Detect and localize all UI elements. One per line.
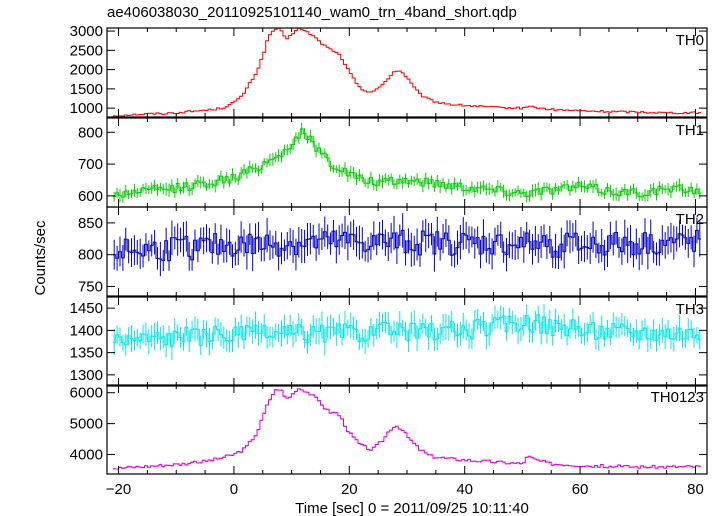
y-tick-label: 2000 [70,62,103,79]
panel-th1: 600 700 800 TH1 [78,117,708,208]
y-tick-label: 800 [78,124,103,141]
panel-data [112,122,702,203]
light-curve-series [112,28,702,117]
y-tick-label: 750 [78,278,103,295]
panel-data [112,304,702,360]
light-curve-series [112,128,702,198]
y-tick-label: 600 [78,188,103,205]
light-curve-series [112,229,702,262]
panel-frame [106,384,708,475]
x-tick-label: 40 [456,481,473,498]
y-tick-label: 850 [78,215,103,232]
y-tick-label: 1300 [70,367,103,384]
panel-th3: 1300 1350 1400 1450 TH3 [70,296,708,387]
panel-label: TH1 [676,122,704,139]
light-curve-series [112,388,702,470]
light-curve-series [112,314,702,347]
y-tick-label: 700 [78,156,103,173]
panel-th2: 750 800 850 TH2 [78,206,708,297]
y-tick-label: 2500 [70,42,103,59]
y-tick-label: 6000 [70,385,103,402]
y-tick-label: 1000 [70,100,103,117]
x-axis-label: Time [sec] 0 = 2011/09/25 10:11:40 [295,500,529,516]
y-axis-label: Counts/sec [32,220,49,296]
panel-label: TH0123 [651,389,704,406]
panel-label: TH2 [676,211,704,228]
chart-title: ae406038030_20110925101140_wam0_trn_4ban… [107,4,517,21]
panel-data [112,28,702,117]
y-tick-label: 3000 [70,23,103,40]
x-tick-label: 80 [687,481,704,498]
panel-frame [106,27,708,118]
panel-label: TH0 [676,32,704,49]
panel-th0: 1000 1500 2000 2500 3000 TH0 [70,23,708,118]
y-tick-label: 1400 [70,322,103,339]
x-tick-label: 60 [572,481,589,498]
panel-label: TH3 [676,301,704,318]
x-tick-label: 20 [341,481,358,498]
x-tick-label: −20 [106,481,131,498]
y-tick-label: 4000 [70,447,103,464]
y-tick-label: 800 [78,247,103,264]
y-tick-label: 1500 [70,81,103,98]
y-tick-label: 5000 [70,416,103,433]
panel-th0123: 4000 5000 6000 TH0123 [70,384,708,475]
x-tick-label: 0 [230,481,238,498]
panel-data [112,388,702,470]
panel-data [112,213,702,277]
y-tick-label: 1450 [70,300,103,317]
y-tick-label: 1350 [70,345,103,362]
panel-frame [106,296,708,387]
